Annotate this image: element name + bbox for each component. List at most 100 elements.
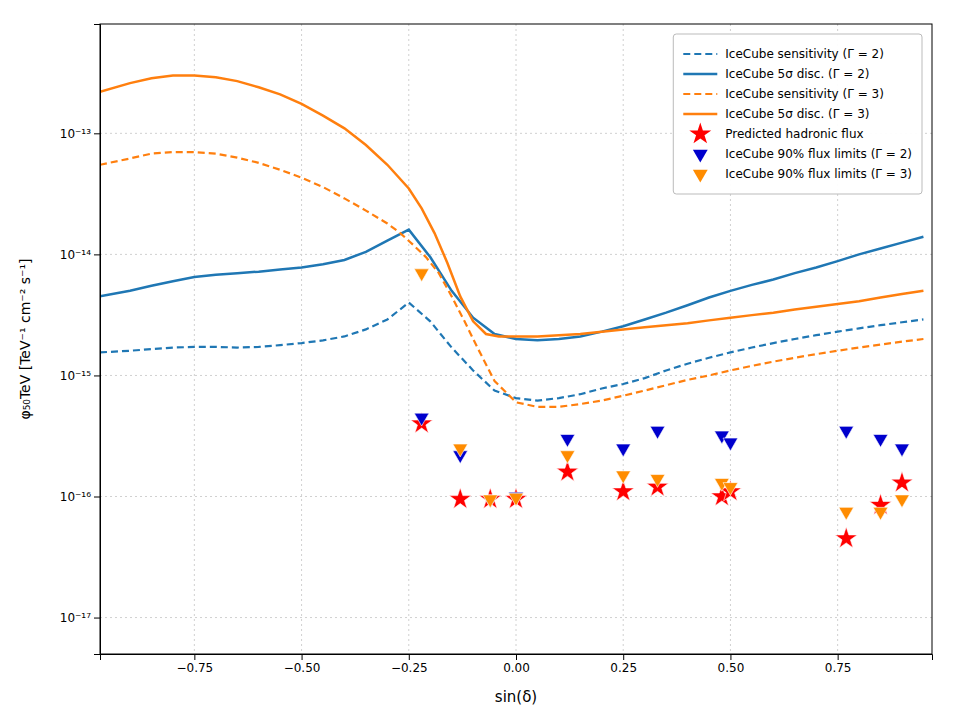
y-axis-title: φ₅₀TeV [TeV⁻¹ cm⁻² s⁻¹] (17, 258, 33, 419)
scatter-point (560, 434, 575, 447)
x-tick-mark (838, 654, 839, 660)
legend-swatch (693, 150, 708, 163)
x-tick-label: −0.50 (284, 661, 321, 675)
y-tick-label: 10⁻¹³ (60, 127, 91, 141)
y-tick: 10⁻¹⁶ (60, 490, 100, 504)
x-axis: −0.75 −0.50 −0.25 0.00 0.25 0.50 0.75 (101, 654, 933, 675)
grid-line-x (194, 24, 195, 654)
grid-line-y (100, 617, 932, 618)
scatter-point (509, 493, 524, 506)
x-tick-label: 0.75 (825, 661, 852, 675)
chart-container: −0.75−0.50−0.250.000.250.500.7510⁻¹⁷10⁻¹… (0, 0, 960, 720)
y-tick: 10⁻¹⁵ (60, 369, 100, 383)
scatter-point (411, 412, 433, 433)
scatter-point (560, 451, 575, 464)
grid-line-y (100, 254, 932, 255)
y-tick-mark (94, 618, 100, 619)
scatter-point (616, 471, 631, 484)
x-tick: −0.50 (284, 654, 321, 675)
y-tick-label: 10⁻¹⁴ (60, 248, 91, 262)
scatter-group (414, 269, 909, 520)
y-tick-mark (94, 375, 100, 376)
chart-area: −0.75−0.50−0.250.000.250.500.7510⁻¹⁷10⁻¹… (17, 24, 933, 706)
x-tick-mark (516, 654, 517, 660)
y-tick-label: 10⁻¹⁷ (60, 611, 91, 625)
legend-swatch (683, 113, 717, 116)
x-tick-mark (623, 654, 624, 660)
legend-label: Predicted hadronic flux (725, 127, 863, 141)
grid-line-x (301, 24, 302, 654)
grid-line-x (623, 24, 624, 654)
scatter-group (411, 412, 913, 548)
y-tick-label: 10⁻¹⁵ (60, 369, 91, 383)
x-tick-mark (302, 654, 303, 660)
scatter-point (647, 475, 669, 496)
scatter-point (505, 488, 527, 509)
legend-swatch (689, 122, 711, 143)
y-tick-mark (94, 133, 100, 134)
scatter-point (453, 444, 468, 457)
scatter-point (839, 426, 854, 439)
scatter-point (835, 527, 857, 548)
legend-swatch (683, 53, 717, 55)
x-tick-mark (730, 654, 731, 660)
series-line (100, 303, 923, 401)
x-tick-label: −0.75 (176, 661, 213, 675)
scatter-point (414, 413, 429, 426)
legend-item: Predicted hadronic flux (689, 122, 863, 143)
x-tick-label: 0.25 (610, 661, 637, 675)
legend-label: IceCube sensitivity (Γ = 3) (725, 87, 884, 101)
legend-label: IceCube 5σ disc. (Γ = 3) (725, 107, 869, 121)
legend: IceCube sensitivity (Γ = 2) IceCube 5σ di… (673, 34, 922, 194)
x-tick: 0.75 (825, 654, 852, 675)
legend-item: IceCube 90% flux limits (Γ = 3) (693, 167, 912, 182)
grid-line-x (408, 24, 409, 654)
scatter-point (723, 438, 738, 451)
scatter-point (449, 488, 471, 509)
x-axis-title: sin(δ) (495, 688, 537, 706)
y-tick-mark (94, 254, 100, 255)
plot-frame (100, 24, 932, 654)
scatter-point (873, 434, 888, 447)
grid (100, 24, 932, 654)
y-tick-label: 10⁻¹⁶ (60, 490, 91, 504)
scatter-point (891, 471, 913, 492)
legend-label: IceCube 90% flux limits (Γ = 2) (725, 147, 912, 161)
scatter-point (873, 507, 888, 520)
x-tick-mark (194, 654, 195, 660)
plot-marks (100, 76, 923, 548)
y-tick: 10⁻¹³ (60, 127, 100, 141)
scatter-point (650, 475, 665, 488)
x-tick-label: 0.50 (718, 661, 745, 675)
y-tick: 10⁻¹⁴ (60, 248, 100, 262)
legend-swatch (683, 73, 717, 76)
legend-box (673, 34, 922, 194)
grid-line-y (100, 375, 932, 376)
scatter-point (479, 488, 501, 509)
x-tick-label: −0.25 (391, 661, 428, 675)
legend-item: IceCube sensitivity (Γ = 2) (683, 47, 884, 61)
legend-swatch (693, 170, 708, 183)
legend-label: IceCube sensitivity (Γ = 2) (725, 47, 884, 61)
legend-item: IceCube 5σ disc. (Γ = 3) (683, 107, 869, 121)
series-line (100, 76, 923, 337)
x-tick-mark (409, 654, 410, 660)
scatter-point (895, 444, 910, 457)
y-axis: 10⁻¹⁷ 10⁻¹⁶ 10⁻¹⁵ 10⁻¹⁴ 10⁻¹³ (60, 25, 101, 655)
series-line (100, 230, 923, 341)
x-tick: −0.75 (176, 654, 213, 675)
scatter-point (839, 507, 854, 520)
x-axis-line (101, 655, 933, 661)
legend-label: IceCube 90% flux limits (Γ = 3) (725, 167, 912, 181)
x-tick-label: 0.00 (503, 661, 530, 675)
x-tick: 0.00 (503, 654, 530, 675)
scatter-point (414, 269, 429, 282)
scatter-point (483, 495, 498, 508)
x-tick: 0.25 (610, 654, 637, 675)
y-axis-line (94, 25, 101, 655)
legend-label: IceCube 5σ disc. (Γ = 2) (725, 67, 869, 81)
x-tick: 0.50 (718, 654, 745, 675)
legend-item: IceCube 5σ disc. (Γ = 2) (683, 67, 869, 81)
legend-item: IceCube 90% flux limits (Γ = 2) (693, 147, 912, 162)
chart-svg: −0.75−0.50−0.250.000.250.500.7510⁻¹⁷10⁻¹… (0, 0, 960, 720)
